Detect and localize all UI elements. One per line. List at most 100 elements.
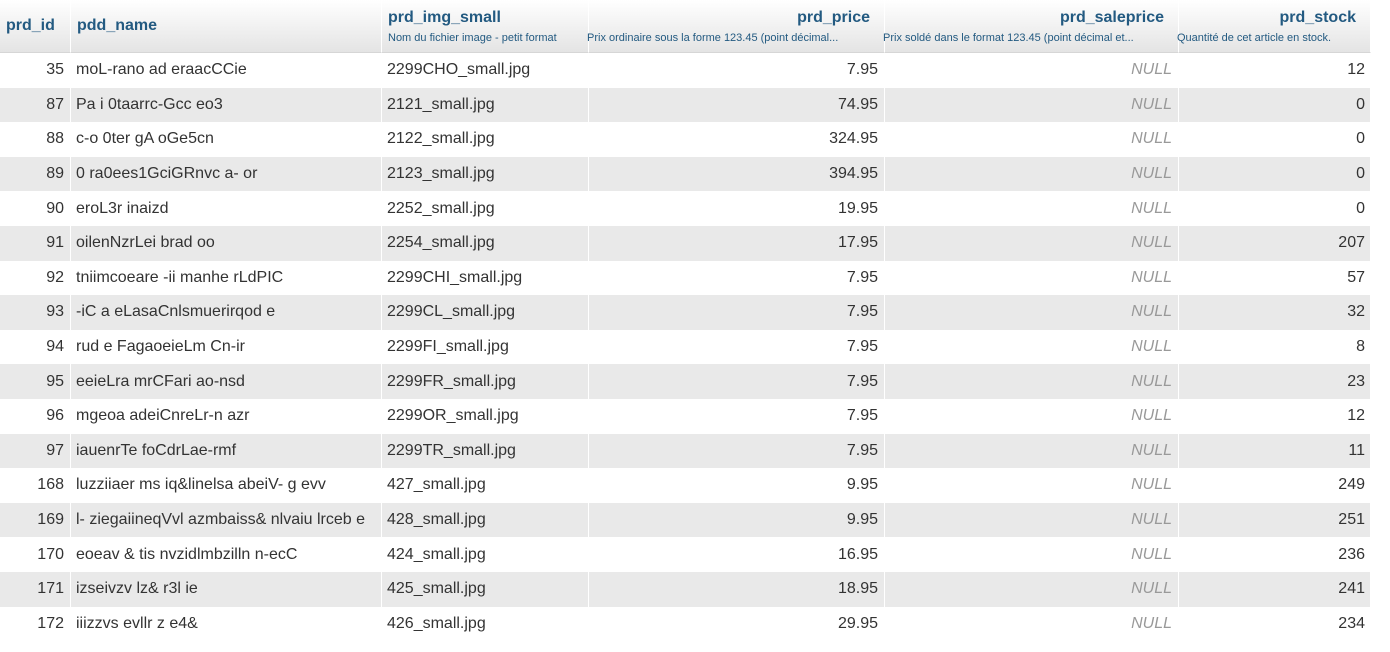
cell-pdd-name[interactable]: izseivzv lz& r3l ie [71, 571, 382, 607]
cell-prd-img-small[interactable]: 2252_small.jpg [382, 191, 589, 226]
cell-pdd-name[interactable]: eoeav & tis nvzidlmbzilln n-ecC [71, 537, 382, 572]
cell-prd-saleprice[interactable]: NULL [885, 53, 1179, 88]
cell-prd-img-small[interactable]: 2299OR_small.jpg [382, 398, 589, 434]
table-row[interactable]: 95 eeieLra mrCFari ao-nsd 2299FR_small.jpg… [0, 364, 1371, 399]
table-row[interactable]: 94 rud e FagaoeieLm Cn-ir 2299FI_small.jpg… [0, 329, 1371, 365]
cell-prd-saleprice[interactable]: NULL [885, 260, 1179, 296]
cell-prd-saleprice[interactable]: NULL [885, 329, 1179, 365]
cell-prd-saleprice[interactable]: NULL [885, 398, 1179, 434]
cell-pdd-name[interactable]: l- ziegaiineqVvl azmbaiss& nlvaiu lrceb … [71, 502, 382, 538]
cell-prd-id[interactable]: 94 [0, 329, 71, 365]
cell-prd-stock[interactable]: 241 [1179, 571, 1371, 607]
cell-prd-stock[interactable]: 249 [1179, 468, 1371, 503]
cell-prd-img-small[interactable]: 2299CL_small.jpg [382, 295, 589, 330]
cell-prd-price[interactable]: 16.95 [589, 537, 885, 572]
cell-pdd-name[interactable]: tniimcoeare -ii manhe rLdPIC [71, 260, 382, 296]
cell-pdd-name[interactable]: Pa i 0taarrc-Gcc eo3 [71, 87, 382, 123]
cell-prd-price[interactable]: 324.95 [589, 122, 885, 157]
cell-prd-price[interactable]: 7.95 [589, 364, 885, 399]
cell-prd-img-small[interactable]: 428_small.jpg [382, 502, 589, 538]
column-header-prd-stock[interactable]: prd_stock Quantité de cet article en sto… [1177, 0, 1371, 53]
cell-prd-saleprice[interactable]: NULL [885, 433, 1179, 469]
cell-prd-price[interactable]: 29.95 [589, 606, 885, 642]
cell-prd-id[interactable]: 88 [0, 122, 71, 157]
cell-prd-price[interactable]: 17.95 [589, 225, 885, 261]
cell-prd-stock[interactable]: 0 [1179, 156, 1371, 192]
cell-prd-img-small[interactable]: 2299FI_small.jpg [382, 329, 589, 365]
cell-prd-stock[interactable]: 57 [1179, 260, 1371, 296]
cell-prd-saleprice[interactable]: NULL [885, 502, 1179, 538]
column-header-prd-img-small[interactable]: prd_img_small Nom du fichier image - pet… [382, 0, 589, 53]
cell-prd-img-small[interactable]: 2123_small.jpg [382, 156, 589, 192]
table-row[interactable]: 35 moL-rano ad eraacCCie 2299CHO_small.jpg… [0, 53, 1371, 88]
cell-prd-stock[interactable]: 251 [1179, 502, 1371, 538]
table-row[interactable]: 90 eroL3r inaizd 2252_small.jpg 19.95 NULL 0 [0, 191, 1371, 226]
table-row[interactable]: 170 eoeav & tis nvzidlmbzilln n-ecC 424_sm… [0, 537, 1371, 572]
cell-pdd-name[interactable]: iiizzvs evllr z e4& [71, 606, 382, 642]
cell-pdd-name[interactable]: eeieLra mrCFari ao-nsd [71, 364, 382, 399]
cell-prd-stock[interactable]: 234 [1179, 606, 1371, 642]
cell-prd-id[interactable]: 89 [0, 156, 71, 192]
cell-prd-stock[interactable]: 0 [1179, 191, 1371, 226]
cell-prd-id[interactable]: 172 [0, 606, 71, 642]
cell-prd-price[interactable]: 18.95 [589, 571, 885, 607]
table-row[interactable]: 168 luzziiaer ms iq&linelsa abeiV- g evv 4… [0, 468, 1371, 503]
table-row[interactable]: 91 oilenNzrLei brad oo 2254_small.jpg 17.95… [0, 225, 1371, 261]
column-header-prd-price[interactable]: prd_price Prix ordinaire sous la forme 1… [587, 0, 885, 53]
table-row[interactable]: 87 Pa i 0taarrc-Gcc eo3 2121_small.jpg 74.9… [0, 87, 1371, 123]
cell-prd-id[interactable]: 91 [0, 225, 71, 261]
cell-prd-id[interactable]: 87 [0, 87, 71, 123]
cell-prd-saleprice[interactable]: NULL [885, 606, 1179, 642]
cell-prd-id[interactable]: 168 [0, 468, 71, 503]
cell-prd-id[interactable]: 92 [0, 260, 71, 296]
cell-prd-stock[interactable]: 12 [1179, 53, 1371, 88]
cell-prd-stock[interactable]: 207 [1179, 225, 1371, 261]
cell-prd-img-small[interactable]: 424_small.jpg [382, 537, 589, 572]
cell-prd-stock[interactable]: 0 [1179, 87, 1371, 123]
cell-prd-id[interactable]: 35 [0, 53, 71, 88]
cell-prd-img-small[interactable]: 2299FR_small.jpg [382, 364, 589, 399]
column-name[interactable]: prd_price [797, 8, 870, 26]
table-row[interactable]: 169 l- ziegaiineqVvl azmbaiss& nlvaiu lrc… [0, 502, 1371, 538]
cell-pdd-name[interactable]: luzziiaer ms iq&linelsa abeiV- g evv [71, 468, 382, 503]
cell-prd-saleprice[interactable]: NULL [885, 295, 1179, 330]
cell-prd-stock[interactable]: 236 [1179, 537, 1371, 572]
cell-prd-id[interactable]: 95 [0, 364, 71, 399]
cell-prd-id[interactable]: 169 [0, 502, 71, 538]
cell-pdd-name[interactable]: oilenNzrLei brad oo [71, 225, 382, 261]
cell-prd-img-small[interactable]: 2299TR_small.jpg [382, 433, 589, 469]
cell-prd-saleprice[interactable]: NULL [885, 87, 1179, 123]
cell-prd-img-small[interactable]: 2122_small.jpg [382, 122, 589, 157]
cell-prd-price[interactable]: 74.95 [589, 87, 885, 123]
table-row[interactable]: 171 izseivzv lz& r3l ie 425_small.jpg 18.9… [0, 571, 1371, 607]
cell-prd-stock[interactable]: 12 [1179, 398, 1371, 434]
cell-prd-img-small[interactable]: 425_small.jpg [382, 571, 589, 607]
cell-prd-id[interactable]: 93 [0, 295, 71, 330]
cell-pdd-name[interactable]: -iC a eLasaCnlsmuerirqod e [71, 295, 382, 330]
cell-prd-img-small[interactable]: 2121_small.jpg [382, 87, 589, 123]
table-row[interactable]: 93 -iC a eLasaCnlsmuerirqod e 2299CL_small… [0, 295, 1371, 330]
cell-pdd-name[interactable]: c-o 0ter gA oGe5cn [71, 122, 382, 157]
table-row[interactable]: 88 c-o 0ter gA oGe5cn 2122_small.jpg 324.95… [0, 122, 1371, 157]
cell-prd-price[interactable]: 7.95 [589, 329, 885, 365]
cell-prd-saleprice[interactable]: NULL [885, 468, 1179, 503]
cell-prd-saleprice[interactable]: NULL [885, 191, 1179, 226]
cell-prd-price[interactable]: 394.95 [589, 156, 885, 192]
cell-pdd-name[interactable]: iauenrTe foCdrLae-rmf [71, 433, 382, 469]
cell-prd-img-small[interactable]: 427_small.jpg [382, 468, 589, 503]
cell-prd-price[interactable]: 7.95 [589, 398, 885, 434]
table-row[interactable]: 92 tniimcoeare -ii manhe rLdPIC 2299CHI_s… [0, 260, 1371, 296]
cell-prd-stock[interactable]: 23 [1179, 364, 1371, 399]
cell-prd-price[interactable]: 19.95 [589, 191, 885, 226]
cell-prd-img-small[interactable]: 426_small.jpg [382, 606, 589, 642]
table-row[interactable]: 89 0 ra0ees1GciGRnvc a- or 2123_small.jpg 3… [0, 156, 1371, 192]
table-row[interactable]: 97 iauenrTe foCdrLae-rmf 2299TR_small.jpg 7… [0, 433, 1371, 469]
cell-prd-price[interactable]: 7.95 [589, 433, 885, 469]
cell-prd-id[interactable]: 96 [0, 398, 71, 434]
table-row[interactable]: 172 iiizzvs evllr z e4& 426_small.jpg 29.95… [0, 606, 1371, 642]
column-header-prd-id[interactable]: prd_id [0, 0, 71, 53]
column-name[interactable]: prd_img_small [388, 8, 501, 26]
cell-prd-price[interactable]: 7.95 [589, 53, 885, 88]
column-name[interactable]: pdd_name [77, 17, 158, 34]
cell-prd-id[interactable]: 171 [0, 571, 71, 607]
